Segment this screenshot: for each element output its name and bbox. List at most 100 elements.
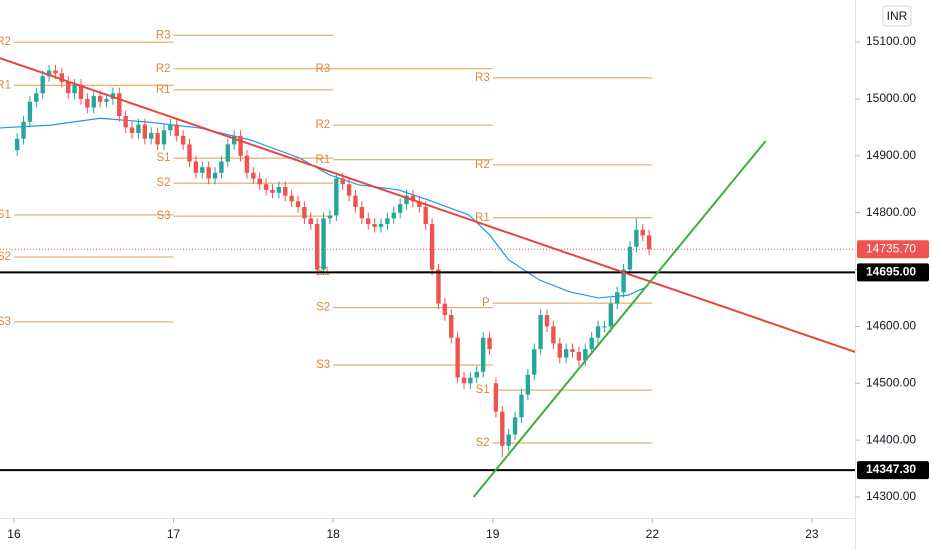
candle-body — [480, 337, 486, 372]
candle-body — [538, 315, 543, 350]
candle-body — [200, 167, 205, 173]
candle-body — [334, 178, 339, 216]
candle-body — [302, 206, 307, 219]
x-tick-label: 23 — [805, 527, 819, 541]
x-tick-label: 18 — [326, 527, 340, 541]
pivot-label: R2 — [0, 36, 11, 48]
candle-body — [225, 144, 231, 162]
y-tick-label: 14300.00 — [866, 489, 916, 503]
level-tag — [857, 263, 929, 282]
candle-body — [595, 326, 601, 338]
last-price-tag — [857, 240, 929, 259]
candle-body — [263, 184, 269, 190]
candle-body — [583, 349, 588, 361]
pivot-label: R2 — [315, 119, 330, 131]
candle-body — [327, 215, 333, 219]
trend-line — [472, 140, 767, 498]
candle-body — [187, 144, 192, 162]
axes: 14300.0014400.0014500.0014600.0014700.00… — [7, 34, 929, 541]
pivot-label: S2 — [0, 251, 11, 263]
candle-body — [142, 124, 148, 139]
candle-body — [512, 417, 518, 435]
level-label: 14347.30 — [866, 462, 916, 476]
candle-body — [378, 224, 384, 227]
candle-body — [385, 218, 390, 225]
candle-body — [219, 161, 224, 173]
y-tick-label: 14400.00 — [866, 432, 916, 446]
candle-body — [72, 84, 77, 94]
candle-body — [270, 189, 275, 193]
pivot-label: R3 — [156, 29, 171, 41]
candle-body — [417, 201, 422, 207]
candle-body — [27, 101, 33, 122]
pivot-label: S1 — [156, 152, 170, 164]
candle-body — [506, 434, 511, 446]
candle-body — [155, 133, 160, 145]
candle-body — [493, 383, 499, 412]
candle-body — [78, 84, 84, 99]
candle-body — [238, 135, 243, 156]
candle-body — [21, 121, 26, 139]
currency: INR — [887, 9, 908, 23]
candle-body — [576, 351, 582, 361]
candle-body — [449, 315, 454, 338]
candle-body — [180, 135, 186, 145]
x-tick-label: 22 — [646, 527, 660, 541]
candle-body — [455, 337, 460, 378]
trend-line — [0, 57, 855, 353]
pivot-label: R2 — [156, 63, 171, 75]
candle-body — [14, 138, 20, 151]
candle-body — [500, 411, 505, 446]
candle-body — [557, 343, 562, 358]
candle-body — [640, 229, 645, 236]
plot-area: R2 R1 S1 S2 S3 R3 R2 R1 S1 S2 S3 R3 R2 R1 S1 S2 S3 R3 R2 R1… — [0, 29, 855, 498]
candle-body — [314, 224, 320, 270]
candle-body — [206, 167, 211, 179]
candle-body — [391, 212, 396, 219]
pivot-label: R1 — [475, 212, 490, 224]
candle-body — [366, 218, 371, 225]
x-tick-label: 17 — [167, 527, 181, 541]
candle-body — [551, 326, 556, 344]
pivot-label: R2 — [475, 159, 490, 171]
pivot-label: R3 — [315, 63, 330, 75]
candle-body — [525, 374, 531, 395]
candle-body — [161, 130, 167, 145]
pivot-label: R3 — [475, 72, 490, 84]
pivot-label: S2 — [156, 177, 170, 189]
y-tick-label: 15000.00 — [866, 91, 916, 105]
candle-body — [149, 133, 154, 139]
candle-body — [193, 161, 199, 173]
pivot-label: P — [482, 297, 490, 309]
candle-body — [532, 349, 537, 375]
x-tick-label: 19 — [486, 527, 500, 541]
moving-average — [0, 117, 647, 299]
pivot-label: S1 — [476, 384, 490, 396]
candle-body — [429, 224, 435, 270]
candle-body — [519, 394, 524, 418]
candle-body — [397, 204, 403, 213]
candle-body — [53, 70, 58, 74]
pivot-label: S2 — [476, 437, 490, 449]
candle-body — [634, 229, 639, 247]
candle-body — [231, 135, 237, 145]
candle-body — [40, 76, 45, 94]
pivot-label: S3 — [156, 210, 170, 222]
candle-body — [646, 235, 652, 250]
candle-body — [487, 337, 492, 350]
candle-body — [295, 201, 301, 207]
candle-body — [563, 349, 569, 358]
y-tick-label: 14900.00 — [866, 148, 916, 162]
pivot-label: R1 — [0, 79, 11, 91]
level-tag — [857, 461, 929, 480]
candle-body — [353, 195, 358, 207]
candle-body — [544, 315, 550, 327]
currency-badge — [882, 5, 912, 27]
candle-body — [97, 96, 103, 102]
candle-body — [117, 93, 122, 116]
candle-body — [436, 269, 441, 304]
candle-body — [589, 337, 594, 350]
candle-body — [34, 93, 39, 102]
level-label: 14695.00 — [866, 265, 916, 279]
